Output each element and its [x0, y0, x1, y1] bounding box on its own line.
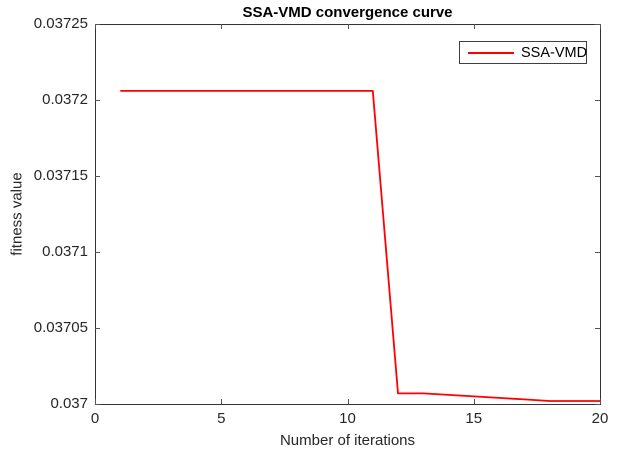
legend-line-sample-icon	[468, 51, 514, 54]
axes-box	[95, 24, 601, 405]
series-line	[120, 90, 600, 402]
y-tick-label: 0.0372	[42, 91, 88, 108]
x-tick-label: 15	[465, 410, 483, 427]
chart-title: SSA-VMD convergence curve	[242, 4, 453, 21]
x-tick-label: 5	[217, 410, 226, 427]
legend-label: SSA-VMD	[521, 44, 588, 61]
legend: SSA-VMD	[459, 41, 587, 64]
y-tick-label: 0.03715	[33, 167, 88, 184]
y-tick-label: 0.03725	[33, 15, 88, 32]
y-tick-label: 0.03705	[33, 319, 88, 336]
x-tick-label: 10	[339, 410, 356, 427]
x-tick-label: 0	[90, 410, 100, 427]
x-axis-label: Number of iterations	[279, 432, 416, 449]
x-tick-label: 20	[591, 410, 609, 427]
y-tick-label: 0.0371	[42, 243, 88, 260]
tick-marks	[95, 24, 601, 405]
y-tick-label: 0.037	[50, 395, 88, 412]
y-axis-label: fitness value	[8, 172, 26, 256]
